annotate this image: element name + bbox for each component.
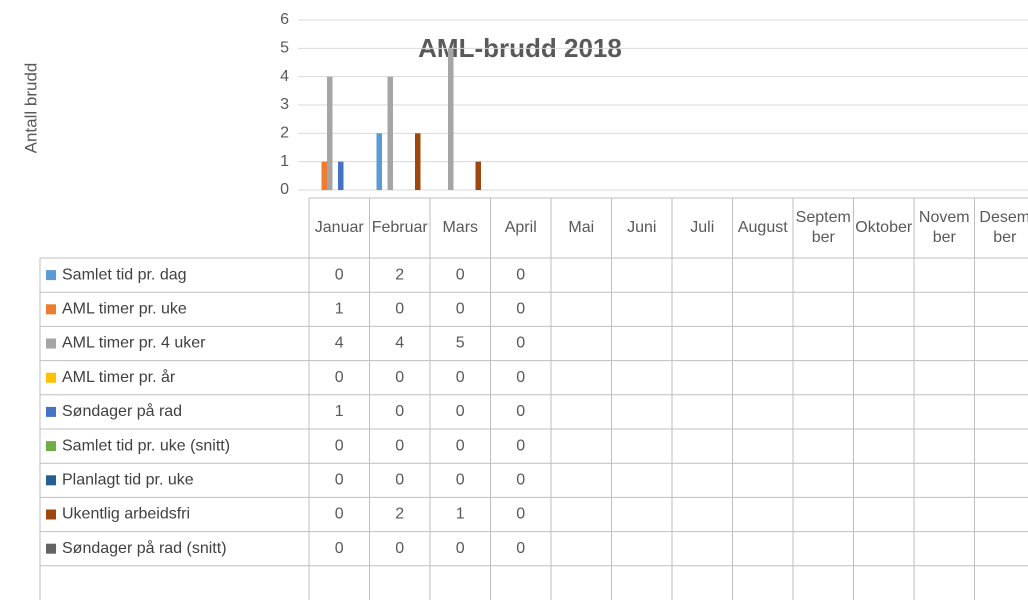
y-tick-label: 5 [280,40,289,57]
table-value: 2 [395,506,404,523]
legend-key [46,270,56,281]
legend-key [46,441,56,452]
x-tick-label-box: Juni [627,219,657,236]
table-value: 0 [335,369,344,386]
x-tick-label-box: April [504,219,537,236]
y-tick-label: 0 [280,181,289,198]
x-tick-label-box: Mars [442,219,479,236]
bar [338,161,344,190]
legend-key [46,304,56,315]
y-tick-label: 4 [280,68,289,85]
table-value: 1 [335,403,344,420]
y-tick-label: 2 [280,125,289,142]
x-tick-label: September [795,209,851,246]
table-value: 4 [395,335,404,352]
table-value: 0 [335,472,344,489]
table-value: 0 [516,266,525,283]
legend-key [46,543,56,554]
table-value: 0 [456,266,465,283]
table-value: 2 [395,266,404,283]
bar [475,161,481,190]
y-tick-label: 6 [280,11,289,28]
table-value: 0 [335,437,344,454]
table-value: 0 [516,472,525,489]
table-value: 0 [516,301,525,318]
bar [387,76,393,190]
x-tick-label: Februar [371,219,428,236]
legend-label: Samlet tid pr. dag [62,266,187,283]
table-value: 0 [456,301,465,318]
legend-key [46,475,56,486]
x-tick-label-box: August [737,219,788,236]
table-value: 0 [335,506,344,523]
table-value: 0 [335,540,344,557]
y-axis-label: Antall brudd [21,63,40,154]
table-value: 0 [516,540,525,557]
table-value: 0 [395,472,404,489]
table-value: 0 [395,301,404,318]
legend-label: Samlet tid pr. uke (snitt) [62,437,230,454]
bar [415,133,421,190]
table-value: 0 [456,403,465,420]
x-tick-label-box: Desember [979,209,1028,246]
x-tick-label-box: Mai [568,219,595,236]
x-tick-label: Desember [979,209,1028,246]
table-value: 0 [456,369,465,386]
x-tick-label: November [918,209,970,246]
table-value: 0 [516,506,525,523]
legend-label: AML timer pr. år [62,368,176,386]
x-tick-label-box: Oktober [855,219,913,236]
table-value: 5 [456,335,465,352]
bar [327,76,333,190]
x-tick-label: August [737,219,788,236]
table-value: 0 [335,266,344,283]
x-tick-label: Mars [442,219,479,236]
x-tick-label-box: Juli [690,219,715,236]
x-tick-label-box: November [918,209,970,246]
table-value: 0 [456,437,465,454]
legend-label: AML timer pr. uke [62,301,187,318]
bar [448,48,454,191]
legend-key [46,406,56,417]
table-value: 1 [456,506,465,523]
y-tick-label: 3 [280,96,289,113]
x-tick-label: Januar [314,219,364,236]
legend-label: Søndager på rad (snitt) [62,539,227,557]
table-value: 0 [516,335,525,352]
y-tick-label: 1 [280,153,289,170]
x-tick-label-box: Februar [371,219,428,236]
table-value: 0 [456,540,465,557]
table-value: 0 [516,437,525,454]
table-value: 0 [395,403,404,420]
x-tick-label: Oktober [855,219,913,236]
table-value: 0 [395,540,404,557]
bar [376,133,382,190]
x-tick-label: Juli [690,219,715,236]
x-tick-label-box: Januar [314,219,364,236]
legend-label: Planlagt tid pr. uke [62,472,194,489]
table-value: 1 [335,301,344,318]
x-tick-label: April [504,219,537,236]
x-tick-label: Mai [568,219,595,236]
bar [321,161,327,190]
legend-key [46,372,56,383]
table-value: 0 [516,369,525,386]
legend-label: Søndager på rad [62,402,182,420]
x-tick-label: Juni [627,219,657,236]
table-value: 0 [456,472,465,489]
legend-key [46,338,56,349]
table-value: 0 [395,437,404,454]
legend-label: Ukentlig arbeidsfri [62,506,190,523]
table-value: 0 [395,369,404,386]
legend-label: AML timer pr. 4 uker [62,335,206,352]
table-value: 4 [335,335,344,352]
legend-key [46,509,56,520]
x-tick-label-box: September [795,209,851,246]
table-value: 0 [516,403,525,420]
